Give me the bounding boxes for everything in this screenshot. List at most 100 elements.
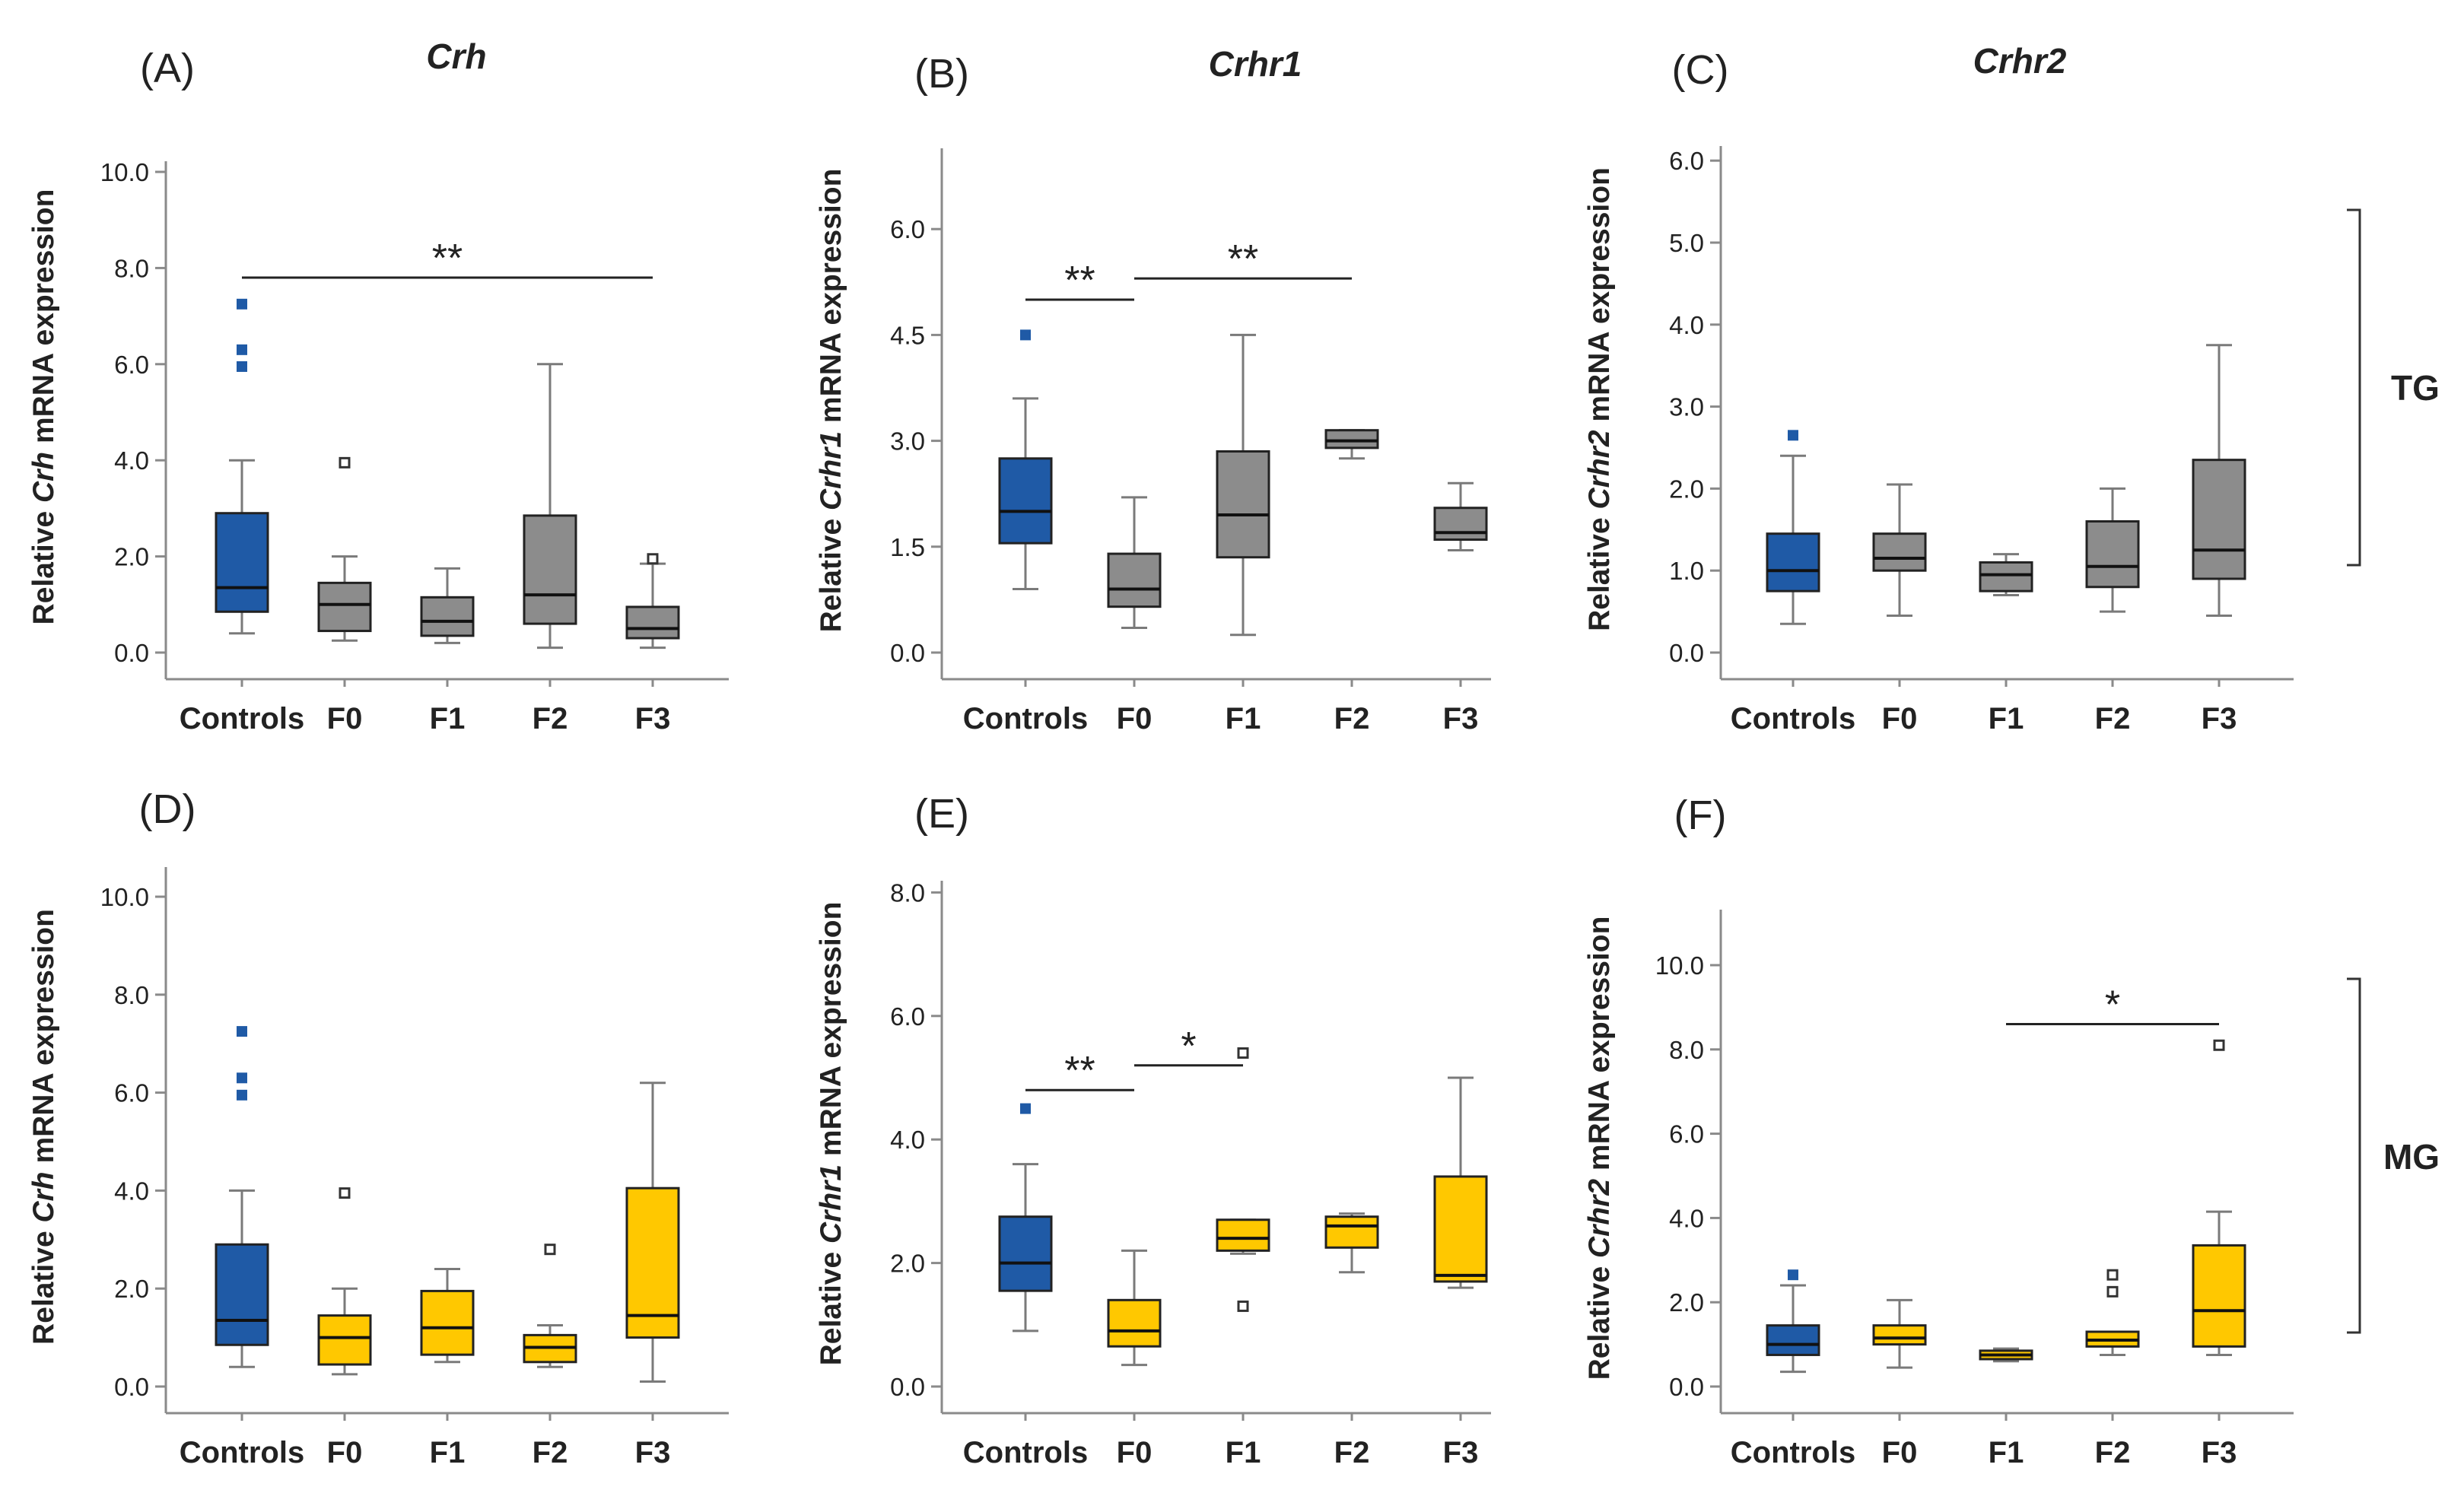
x-category-label: Controls — [963, 702, 1088, 735]
box-f1 — [1979, 1347, 2033, 1363]
y-tick-label: 2.0 — [114, 1275, 149, 1303]
box-iqr — [1324, 429, 1379, 449]
y-axis-label-part: Relative — [1583, 509, 1616, 631]
column-title-crhr1: Crhr1 — [1209, 44, 1302, 84]
y-axis-label-part: Relative — [27, 1223, 60, 1345]
y-tick-label: 8.0 — [114, 254, 149, 282]
x-category-label: Controls — [180, 702, 304, 735]
x-category-label: F3 — [1443, 1436, 1479, 1469]
y-tick-label: 0.0 — [114, 1373, 149, 1401]
box-f2 — [1324, 1212, 1379, 1274]
y-tick-label: 10.0 — [100, 883, 149, 911]
significance-label: ** — [1228, 237, 1258, 281]
box-f1 — [1216, 333, 1270, 637]
box-f3 — [2192, 344, 2246, 617]
outlier-point — [339, 456, 351, 469]
outlier-point — [1788, 1269, 1798, 1281]
y-tick-label: 4.0 — [890, 1126, 925, 1154]
y-tick-label: 6.0 — [890, 215, 925, 243]
x-category-label: F1 — [1226, 1436, 1261, 1469]
panel-label: (D) — [139, 786, 196, 832]
box-iqr — [2085, 520, 2140, 589]
box-f2 — [2085, 487, 2140, 613]
box-iqr — [215, 1243, 269, 1346]
panel-label: (E) — [914, 791, 969, 837]
x-category-label: F3 — [1443, 702, 1479, 735]
y-tick-label: 8.0 — [890, 878, 925, 907]
x-category-label: F1 — [1989, 702, 2024, 735]
outlier-point — [1788, 430, 1798, 441]
significance-label: * — [2105, 983, 2120, 1028]
y-tick-label: 8.0 — [1669, 1036, 1704, 1064]
y-axis-label: Relative Crhr2 mRNA expression — [1583, 916, 1616, 1380]
box-iqr — [1766, 1324, 1820, 1356]
box-iqr — [523, 514, 577, 625]
significance-label: ** — [1064, 259, 1095, 303]
x-category-label: F0 — [1882, 702, 1918, 735]
y-axis-label-part: Relative — [27, 503, 60, 624]
box-f0 — [1107, 1249, 1162, 1367]
box-f0 — [1872, 483, 1927, 617]
y-tick-label: 3.0 — [890, 427, 925, 456]
x-category-label: F1 — [430, 1436, 466, 1469]
y-tick-label: 4.0 — [1669, 311, 1704, 339]
y-axis-label-gene: Crhr1 — [815, 1164, 847, 1244]
x-category-label: F0 — [1117, 1436, 1153, 1469]
x-category-label: F3 — [635, 702, 671, 735]
significance-label: * — [1181, 1024, 1196, 1069]
box-f2 — [2085, 1269, 2140, 1356]
x-category-label: Controls — [180, 1436, 304, 1469]
outlier-point — [647, 553, 659, 565]
y-tick-label: 4.0 — [1669, 1204, 1704, 1232]
outlier-point — [544, 1244, 556, 1256]
y-tick-label: 5.0 — [1669, 229, 1704, 257]
outlier-point — [1020, 1103, 1031, 1114]
box-iqr — [1979, 561, 2033, 592]
outlier-point — [237, 1026, 247, 1037]
box-iqr — [1107, 552, 1162, 608]
box-iqr — [1433, 507, 1488, 542]
x-category-label: F0 — [1117, 702, 1153, 735]
panels-group: (A) Relative Crh mRNA expression 0.0 2.0 4.0… — [27, 46, 2294, 1469]
box-iqr — [2192, 459, 2246, 580]
row-label-mg: MG — [2383, 1137, 2440, 1177]
y-tick-label: 6.0 — [114, 351, 149, 379]
y-axis-label-part: mRNA expression — [27, 189, 60, 452]
box-iqr — [625, 605, 680, 640]
y-tick-label: 2.0 — [114, 543, 149, 571]
outlier-point — [237, 344, 247, 355]
panel-label: (B) — [914, 51, 969, 97]
y-axis-label-part: mRNA expression — [1583, 167, 1616, 430]
outlier-point — [237, 1089, 247, 1101]
y-tick-label: 6.0 — [890, 1002, 925, 1031]
x-category-label: F2 — [533, 702, 568, 735]
outlier-point — [2213, 1039, 2225, 1051]
panel-label: (A) — [140, 46, 195, 91]
box-controls — [215, 1026, 269, 1368]
y-axis-label: Relative Crhr1 mRNA expression — [815, 902, 847, 1366]
y-axis-label-gene: Crh — [27, 1171, 60, 1222]
y-axis-label: Relative Crh mRNA expression — [27, 909, 60, 1345]
box-f0 — [317, 1187, 372, 1376]
y-tick-label: 0.0 — [1669, 1373, 1704, 1401]
outlier-point — [1020, 329, 1031, 341]
box-iqr — [2192, 1244, 2246, 1348]
y-axis-label-gene: Crhr2 — [1583, 1179, 1616, 1258]
box-iqr — [625, 1186, 680, 1339]
y-axis-label: Relative Crhr1 mRNA expression — [815, 169, 847, 633]
box-iqr — [1216, 450, 1270, 559]
x-category-label: F1 — [430, 702, 466, 735]
y-tick-label: 10.0 — [100, 158, 149, 186]
box-f0 — [1107, 496, 1162, 630]
x-category-label: F1 — [1226, 702, 1261, 735]
outlier-point — [2106, 1285, 2119, 1298]
box-iqr — [1107, 1298, 1162, 1348]
box-controls — [1766, 1269, 1820, 1374]
y-axis-label-part: mRNA expression — [27, 909, 60, 1171]
box-iqr — [1872, 1324, 1927, 1346]
x-category-label: F2 — [1334, 1436, 1370, 1469]
column-title-crh: Crh — [426, 37, 486, 76]
y-axis-label-part: mRNA expression — [815, 902, 847, 1164]
box-iqr — [1433, 1175, 1488, 1283]
box-f2 — [1324, 429, 1379, 460]
